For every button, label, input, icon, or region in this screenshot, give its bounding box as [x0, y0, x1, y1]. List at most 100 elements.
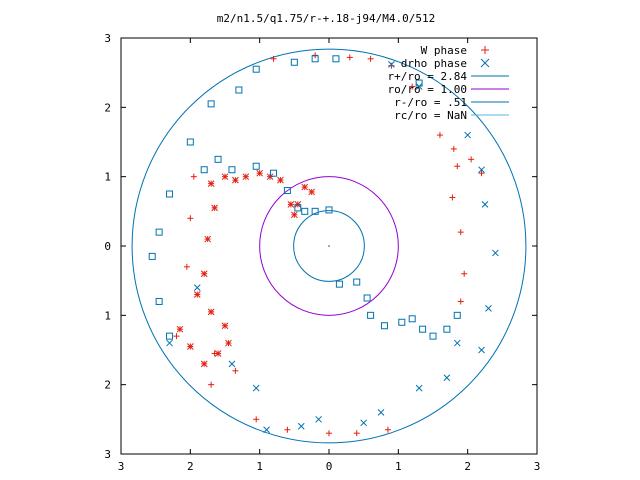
point-cross	[415, 384, 423, 392]
point-plus	[457, 229, 464, 236]
circle-r-ro-51	[293, 210, 365, 282]
chart-title: m2/n1.5/q1.75/r-+.18-j94/M4.0/512	[217, 12, 436, 25]
point-cross	[377, 409, 385, 416]
point-cross	[464, 131, 472, 139]
point-star	[221, 173, 229, 181]
y-tick-label: 0	[104, 240, 111, 253]
x-tick-label: 2	[187, 460, 194, 473]
point-star	[176, 325, 184, 333]
point-star	[207, 180, 215, 187]
point-plus	[253, 416, 260, 423]
point-cross	[166, 339, 173, 347]
point-star	[301, 183, 309, 191]
point-square	[270, 169, 278, 177]
point-square	[380, 322, 388, 330]
point-square	[453, 311, 461, 319]
y-tick-label: 1	[104, 171, 111, 184]
legend-label: r+/ro = 2.84	[388, 70, 468, 83]
x-tick-label: 1	[256, 460, 263, 473]
point-plus	[367, 55, 374, 62]
point-cross	[478, 346, 485, 354]
y-tick-label: 3	[104, 32, 111, 45]
point-star	[221, 322, 229, 330]
point-plus	[478, 170, 485, 177]
data-points	[148, 52, 499, 437]
point-plus	[384, 426, 391, 433]
legend-label: drho phase	[401, 57, 467, 70]
x-tick-label: 0	[326, 460, 333, 473]
y-tick-label: 3	[104, 448, 111, 461]
point-plus	[409, 83, 416, 90]
point-cross	[193, 284, 201, 291]
point-square	[415, 79, 423, 87]
point-square	[294, 204, 302, 212]
point-star	[242, 173, 250, 181]
point-square	[325, 206, 333, 214]
point-square	[186, 138, 194, 146]
legend-marker	[480, 58, 490, 68]
legend-label: W phase	[421, 44, 467, 57]
point-star	[256, 169, 264, 177]
point-square	[166, 190, 174, 198]
point-cross	[252, 384, 260, 392]
legend-label: ro/ro = 1.00	[388, 83, 467, 96]
point-square	[155, 228, 163, 236]
center-dot	[328, 245, 330, 247]
point-square	[398, 318, 406, 326]
point-star	[186, 343, 194, 350]
point-cross	[297, 422, 305, 430]
point-square	[408, 315, 416, 323]
point-square	[166, 332, 174, 340]
point-square	[200, 166, 208, 174]
point-star	[200, 270, 208, 278]
point-star	[308, 188, 316, 196]
point-plus	[183, 263, 190, 270]
point-square	[301, 207, 309, 215]
y-tick-label: 2	[104, 379, 111, 392]
point-cross	[485, 305, 492, 312]
point-square	[290, 58, 298, 66]
point-star	[225, 339, 232, 347]
point-plus	[449, 194, 456, 201]
point-plus	[232, 367, 239, 374]
point-square	[363, 294, 371, 302]
point-square	[335, 280, 343, 288]
x-tick-label: 3	[118, 460, 125, 473]
point-square	[311, 207, 319, 215]
point-plus	[173, 333, 180, 340]
point-star	[200, 360, 208, 368]
x-tick-label: 2	[464, 460, 471, 473]
point-cross	[492, 249, 499, 257]
point-plus	[270, 55, 277, 62]
reference-circles	[131, 48, 527, 444]
point-star	[232, 176, 239, 184]
point-square	[332, 55, 340, 63]
point-cross	[263, 426, 270, 434]
x-tick-label: 3	[534, 460, 541, 473]
legend-marker	[481, 46, 489, 54]
point-plus	[468, 156, 475, 163]
point-square	[235, 86, 243, 94]
point-square	[311, 55, 319, 63]
point-star	[193, 291, 201, 298]
point-square	[207, 100, 215, 108]
point-cross	[360, 419, 368, 427]
point-square	[429, 332, 437, 340]
point-plus	[454, 163, 461, 170]
legend-label: r-/ro = .51	[394, 96, 467, 109]
point-cross	[481, 201, 489, 208]
point-plus	[208, 381, 215, 388]
point-square	[252, 162, 260, 170]
point-plus	[326, 430, 332, 437]
point-star	[211, 204, 218, 212]
point-star	[287, 201, 295, 208]
point-plus	[436, 132, 443, 139]
y-tick-label: 2	[104, 101, 111, 114]
point-plus	[353, 430, 360, 437]
point-plus	[450, 145, 457, 152]
point-square	[214, 155, 222, 163]
point-star	[290, 211, 298, 219]
point-square	[155, 297, 163, 305]
point-square	[252, 65, 260, 73]
